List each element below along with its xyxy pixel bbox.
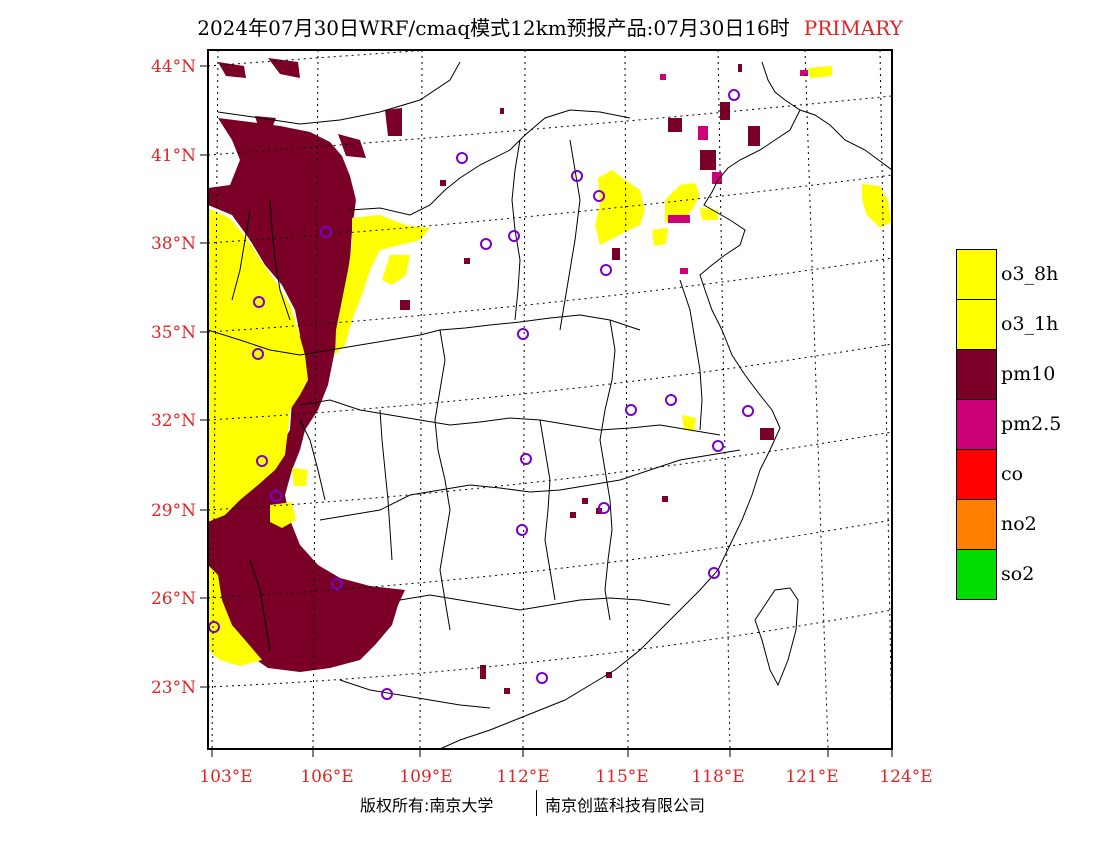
boundaries <box>208 61 892 749</box>
lat-label-38: 38°N <box>151 234 196 254</box>
lat-label-44: 44°N <box>151 57 196 77</box>
footer: 版权所有:南京大学 南京创蓝科技有限公司 <box>0 790 1100 820</box>
legend-swatch <box>956 549 997 600</box>
lon-label-121: 121°E <box>785 767 838 787</box>
coastline <box>439 61 892 749</box>
lat-label-29: 29°N <box>151 501 196 521</box>
footer-copyright: 版权所有:南京大学 <box>360 796 494 815</box>
lat-labels: 44°N 41°N 38°N 35°N 32°N 29°N 26°N 23°N <box>151 57 196 698</box>
o3-region-spot <box>270 468 308 528</box>
map-title-main: 2024年07月30日WRF/cmaq模式12km预报产品:07月30日16时 <box>197 16 790 40</box>
lon-label-124: 124°E <box>879 767 932 787</box>
pm10-region-north <box>218 58 402 158</box>
legend-swatch <box>956 449 997 499</box>
legend-label: o3_8h <box>1001 263 1059 285</box>
map-title: 2024年07月30日WRF/cmaq模式12km预报产品:07月30日16时 P… <box>0 12 1100 41</box>
pollutant-spots <box>312 64 808 694</box>
legend-swatch <box>956 349 997 399</box>
pm10-region-west <box>208 118 405 672</box>
legend-label: pm2.5 <box>1001 413 1062 435</box>
lon-label-103: 103°E <box>199 767 252 787</box>
lat-ticks <box>200 65 208 688</box>
lat-label-23: 23°N <box>151 678 196 698</box>
lon-label-109: 109°E <box>399 767 452 787</box>
lat-label-32: 32°N <box>151 411 196 431</box>
station-markers <box>208 89 754 700</box>
legend-label: o3_1h <box>1001 313 1059 335</box>
lon-label-118: 118°E <box>691 767 744 787</box>
legend-swatch <box>956 249 997 299</box>
o3-region-central-2 <box>382 255 410 285</box>
map-frame <box>207 49 893 750</box>
o3-region-central <box>335 215 430 355</box>
lat-label-41: 41°N <box>151 146 196 166</box>
lon-label-106: 106°E <box>300 767 353 787</box>
footer-separator <box>536 790 537 816</box>
taiwan-outline <box>754 587 799 687</box>
map-title-tag: PRIMARY <box>803 16 903 40</box>
legend-swatch <box>956 499 997 549</box>
o3-region-west <box>208 208 308 522</box>
legend-label: co <box>1001 463 1024 485</box>
lat-label-26: 26°N <box>151 589 196 609</box>
legend-label: pm10 <box>1001 363 1056 385</box>
lon-label-112: 112°E <box>496 767 549 787</box>
legend-label: no2 <box>1001 513 1037 535</box>
legend-label: so2 <box>1001 563 1035 585</box>
legend-swatch <box>956 299 997 349</box>
lon-label-115: 115°E <box>595 767 648 787</box>
footer-company: 南京创蓝科技有限公司 <box>545 796 706 815</box>
lon-labels: 103°E 106°E 109°E 112°E 115°E 118°E 121°… <box>199 767 932 787</box>
lat-label-35: 35°N <box>151 323 196 343</box>
lon-ticks <box>211 749 893 757</box>
province-lines <box>208 61 741 709</box>
legend-swatch <box>956 399 997 449</box>
map-area <box>208 50 892 749</box>
o3-region-west-south <box>208 565 262 666</box>
